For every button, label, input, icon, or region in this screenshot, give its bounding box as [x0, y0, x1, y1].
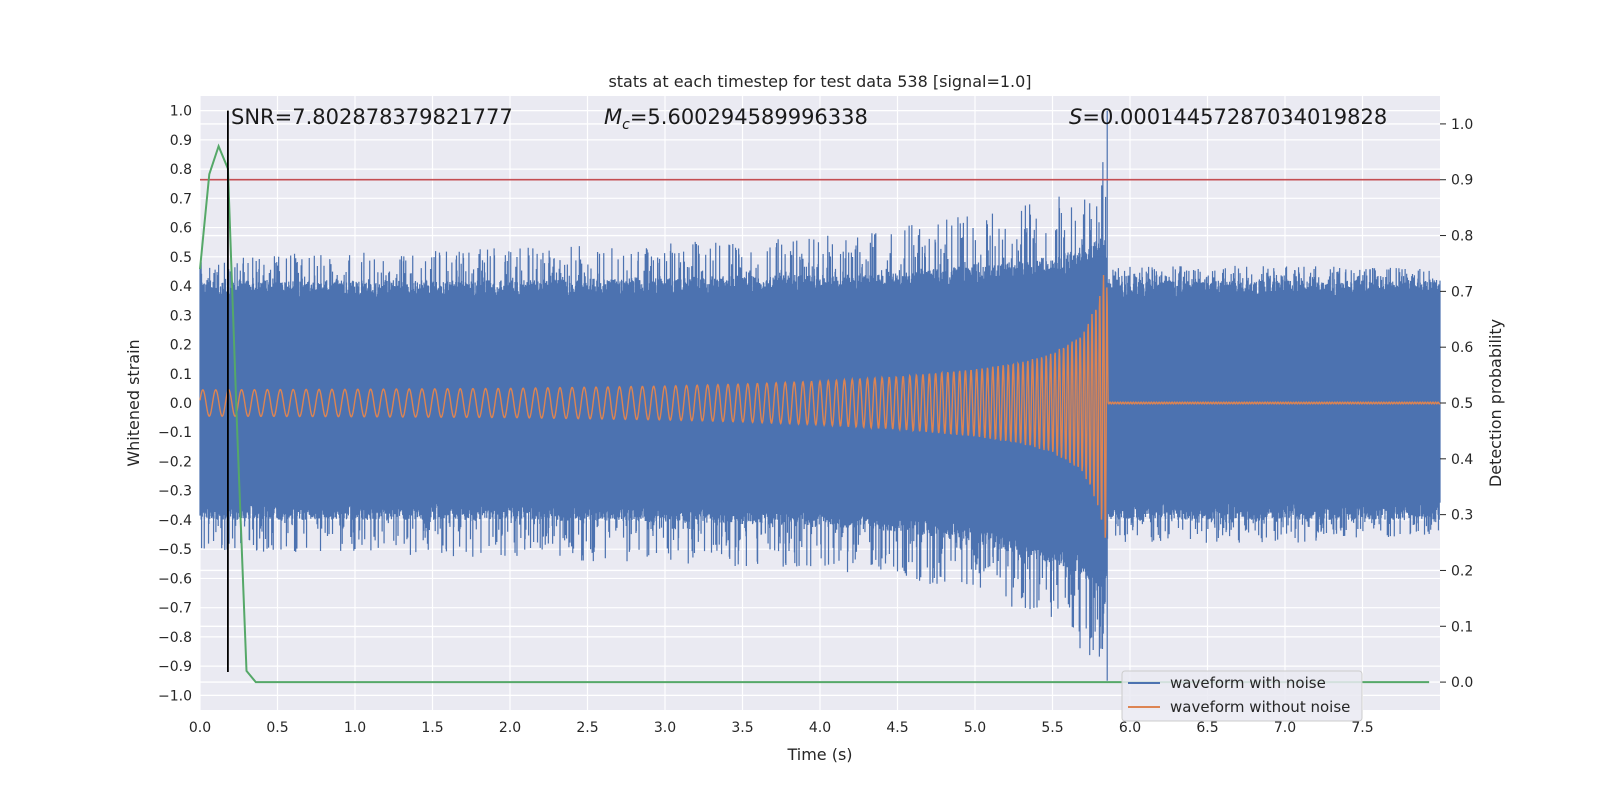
x-tick-label: 7.0	[1274, 720, 1296, 736]
chart-title: stats at each timestep for test data 538…	[608, 72, 1031, 91]
chirp-mass-subscript: c	[622, 117, 630, 133]
x-tick-label: 3.0	[654, 720, 676, 736]
s-value: =0.00014457287034019828	[1082, 105, 1387, 129]
y-tick-label-left: 0.7	[170, 191, 192, 207]
s-symbol: S	[1069, 105, 1082, 129]
y-tick-label-left: 0.1	[170, 367, 192, 383]
y-tick-label-left: −0.9	[158, 659, 192, 675]
x-axis-ticks: 0.0 0.5 1.0 1.5 2.0 2.5 3.0 3.5 4.0 4.5 5.0 5.5 6.0 6…	[189, 720, 1374, 736]
x-tick-label: 6.5	[1196, 720, 1218, 736]
chirp-mass-annotation: Mc=5.600294589996338	[604, 105, 868, 133]
legend: waveform with noise waveform without noi…	[1121, 670, 1363, 722]
y-tick-label-right: 0.9	[1451, 173, 1473, 189]
y-tick-label-left: 0.4	[170, 279, 192, 295]
x-tick-label: 4.5	[886, 720, 908, 736]
y-tick-label-right: 0.8	[1451, 229, 1473, 245]
legend-box	[1121, 670, 1363, 722]
y-axis-left-title: Whitened strain	[124, 339, 143, 466]
y-tick-label-right: 1.0	[1451, 117, 1473, 133]
series-line-waveform-with-noise	[199, 110, 1441, 681]
x-tick-label: 2.5	[576, 720, 598, 736]
y-axis-right-ticks: 0.0 0.1 0.2 0.3 0.4 0.5 0.6 0.7 0.8 0.9 1.0	[1440, 117, 1473, 691]
y-tick-label-right: 0.1	[1451, 619, 1473, 635]
y-tick-label-left: −0.4	[158, 513, 192, 529]
series-line-detection-probability	[199, 143, 1430, 684]
y-tick-label-left: −0.3	[158, 484, 192, 500]
y-tick-label-left: 0.2	[170, 338, 192, 354]
y-tick-label-right: 0.5	[1451, 396, 1473, 412]
y-tick-label-right: 0.7	[1451, 284, 1473, 300]
y-tick-label-left: −0.5	[158, 542, 192, 558]
y-tick-label-right: 0.6	[1451, 340, 1473, 356]
legend-label-noise: waveform with noise	[1170, 674, 1326, 692]
y-tick-label-right: 0.0	[1451, 675, 1473, 691]
x-tick-label: 5.5	[1041, 720, 1063, 736]
y-tick-label-left: 0.9	[170, 133, 192, 149]
y-tick-label-left: −0.2	[158, 454, 192, 470]
series-line-waveform-without-noise	[199, 275, 1441, 538]
y-tick-label-left: 0.5	[170, 250, 192, 266]
y-tick-label-left: 1.0	[170, 104, 192, 120]
x-tick-label: 5.0	[964, 720, 986, 736]
x-tick-label: 0.0	[189, 720, 211, 736]
legend-label-clean: waveform without noise	[1170, 698, 1350, 716]
x-tick-label: 2.0	[499, 720, 521, 736]
y-tick-label-right: 0.3	[1451, 508, 1473, 524]
x-tick-label: 7.5	[1351, 720, 1373, 736]
y-tick-label-left: −1.0	[158, 688, 192, 704]
y-tick-label-right: 0.2	[1451, 563, 1473, 579]
y-tick-label-left: −0.8	[158, 630, 192, 646]
y-tick-label-left: −0.1	[158, 425, 192, 441]
y-axis-right-title: Detection probability	[1486, 319, 1505, 487]
x-tick-label: 1.5	[421, 720, 443, 736]
x-axis-title: Time (s)	[786, 745, 852, 764]
chirp-mass-symbol: M	[604, 105, 622, 129]
y-tick-label-left: 0.0	[170, 396, 192, 412]
y-tick-label-left: 0.6	[170, 221, 192, 237]
y-tick-label-left: −0.7	[158, 601, 192, 617]
series-layer	[199, 110, 1441, 684]
x-tick-label: 4.0	[809, 720, 831, 736]
s-statistic-annotation: S=0.00014457287034019828	[1069, 105, 1387, 129]
y-tick-label-left: 0.8	[170, 162, 192, 178]
chirp-mass-value: =5.600294589996338	[630, 105, 868, 129]
x-tick-label: 3.5	[731, 720, 753, 736]
y-tick-label-left: −0.6	[158, 571, 192, 587]
y-tick-label-left: 0.3	[170, 308, 192, 324]
x-tick-label: 0.5	[266, 720, 288, 736]
y-tick-label-right: 0.4	[1451, 452, 1473, 468]
y-axis-left-ticks: −1.0 −0.9 −0.8 −0.7 −0.6 −0.5 −0.4 −0.3 −0.2 −0.1…	[158, 104, 192, 705]
x-tick-label: 6.0	[1119, 720, 1141, 736]
snr-annotation: SNR=7.802878379821777	[231, 105, 513, 129]
x-tick-label: 1.0	[344, 720, 366, 736]
